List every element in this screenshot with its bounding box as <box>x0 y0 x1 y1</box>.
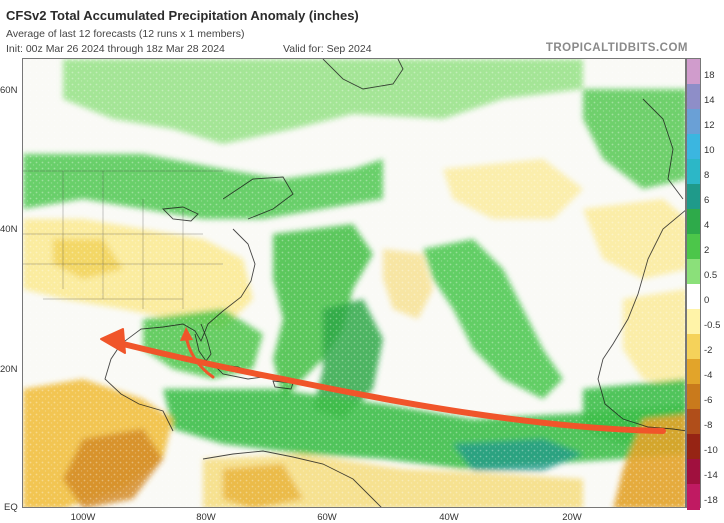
colorbar-segment <box>687 259 700 285</box>
precip-anomaly-map <box>22 58 686 508</box>
colorbar-segment <box>687 359 700 385</box>
colorbar-segment <box>687 84 700 110</box>
colorbar-segment <box>687 134 700 160</box>
lat-label-60n: 60N <box>0 85 18 96</box>
colorbar-segment <box>687 384 700 410</box>
colorbar-tick-label: -14 <box>704 469 718 481</box>
colorbar <box>686 58 701 510</box>
map-title: CFSv2 Total Accumulated Precipitation An… <box>6 8 359 23</box>
colorbar-segment <box>687 309 700 335</box>
colorbar-tick-label: 12 <box>704 119 715 131</box>
colorbar-tick-label: -6 <box>704 394 713 406</box>
colorbar-tick-label: 6 <box>704 194 710 206</box>
colorbar-segment <box>687 109 700 135</box>
colorbar-tick-label: 14 <box>704 94 715 106</box>
lat-label-eq: EQ <box>4 502 18 513</box>
colorbar-segment <box>687 209 700 235</box>
colorbar-segment <box>687 59 700 85</box>
colorbar-tick-label: 8 <box>704 169 710 181</box>
map-graphic <box>23 59 685 507</box>
colorbar-segment <box>687 459 700 485</box>
brand-watermark: TROPICALTIDBITS.COM <box>545 42 688 54</box>
political-borders <box>23 170 223 309</box>
lon-label-40w: 40W <box>439 512 459 523</box>
lon-label-80w: 80W <box>196 512 216 523</box>
valid-time: Valid for: Sep 2024 <box>283 43 372 55</box>
lat-label-20n: 20N <box>0 364 18 375</box>
lon-label-100w: 100W <box>70 512 96 523</box>
colorbar-segment <box>687 234 700 260</box>
colorbar-segment <box>687 284 700 310</box>
lon-label-60w: 60W <box>317 512 337 523</box>
colorbar-tick-label: -18 <box>704 494 718 506</box>
colorbar-tick-label: -2 <box>704 344 713 356</box>
colorbar-tick-label: 0.5 <box>704 269 718 281</box>
lat-label-40n: 40N <box>0 224 18 235</box>
colorbar-tick-label: 10 <box>704 144 715 156</box>
colorbar-tick-label: 2 <box>704 244 710 256</box>
header: CFSv2 Total Accumulated Precipitation An… <box>0 0 724 58</box>
colorbar-segment <box>687 334 700 360</box>
init-time: Init: 00z Mar 26 2024 through 18z Mar 28… <box>6 43 225 55</box>
colorbar-tick-label: -10 <box>704 444 718 456</box>
coastlines <box>104 59 685 507</box>
colorbar-segment <box>687 409 700 435</box>
colorbar-segment <box>687 184 700 210</box>
lon-label-20w: 20W <box>562 512 582 523</box>
colorbar-segment <box>687 484 700 510</box>
colorbar-tick-label: 18 <box>704 69 715 81</box>
colorbar-segment <box>687 159 700 185</box>
colorbar-tick-label: -4 <box>704 369 713 381</box>
annotation-arrows <box>100 327 666 434</box>
colorbar-tick-label: -8 <box>704 419 713 431</box>
map-subtitle: Average of last 12 forecasts (12 runs x … <box>6 28 245 40</box>
colorbar-tick-label: 0 <box>704 294 710 306</box>
colorbar-tick-label: -0.5 <box>704 319 721 331</box>
colorbar-tick-label: 4 <box>704 219 710 231</box>
colorbar-segment <box>687 434 700 460</box>
